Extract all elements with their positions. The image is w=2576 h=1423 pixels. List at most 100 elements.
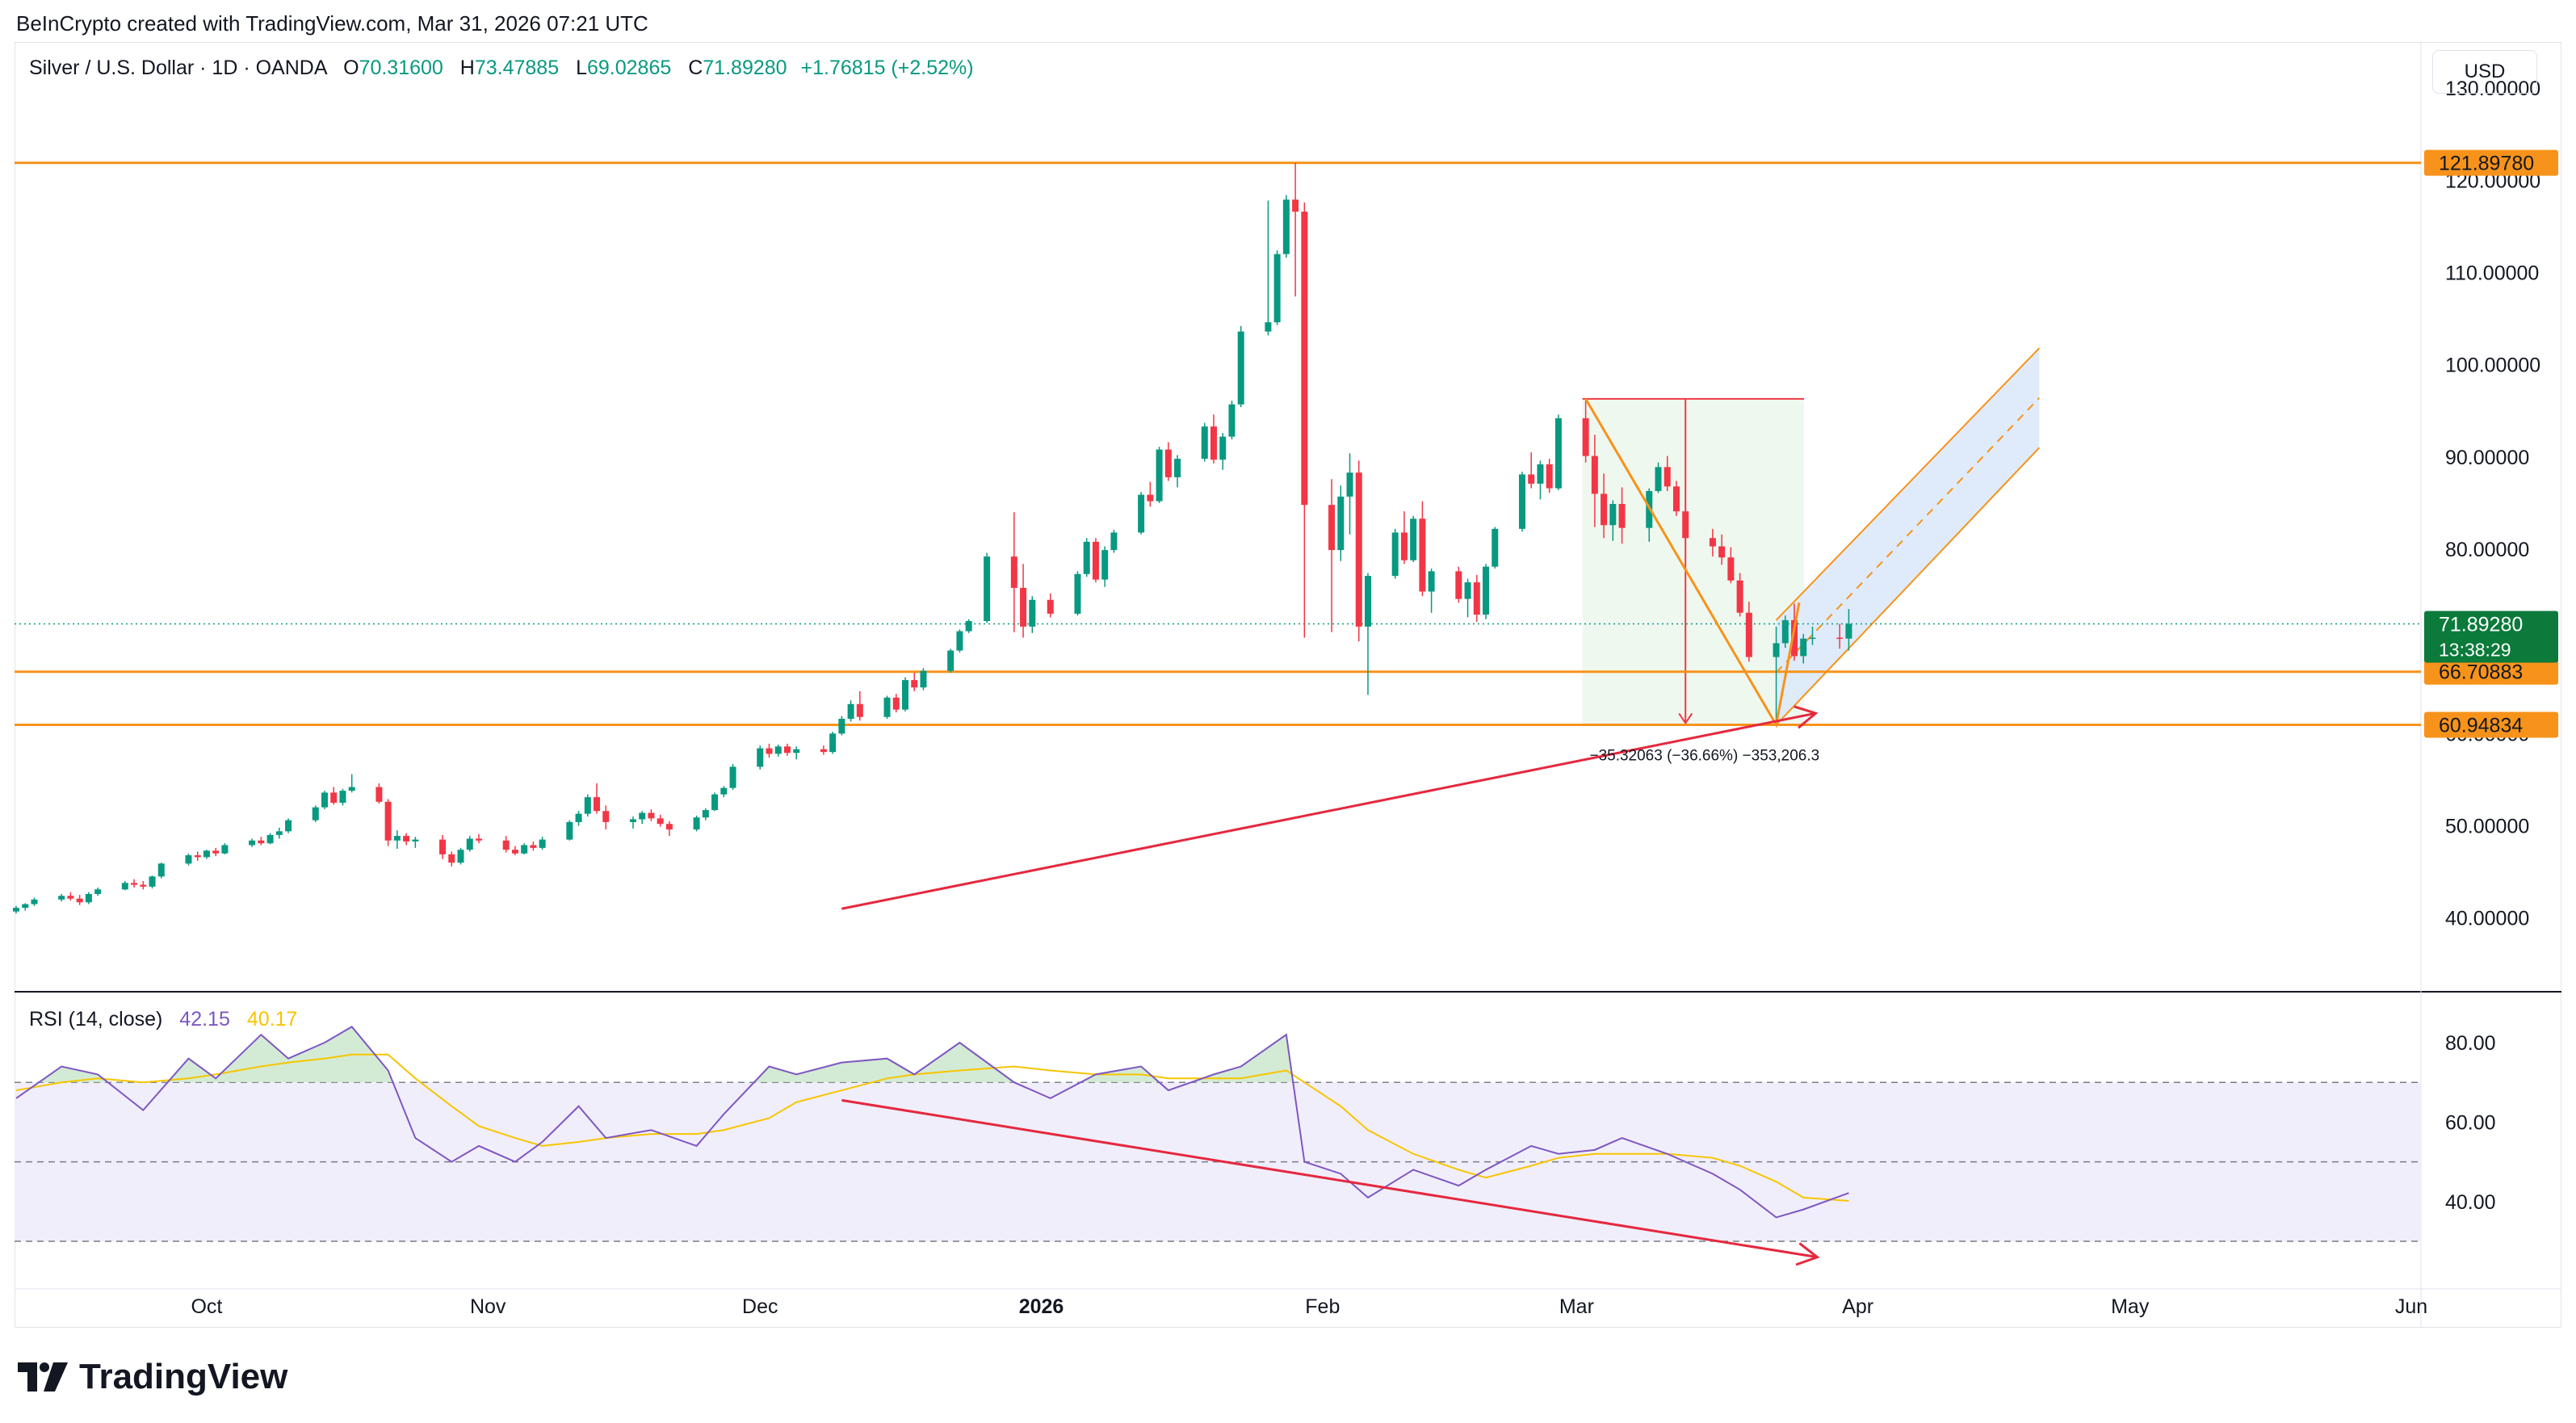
candle-body <box>639 812 646 820</box>
candle-body <box>1282 199 1290 254</box>
candle-body <box>920 670 927 688</box>
level-price-text-1: 66.70883 <box>2439 661 2523 684</box>
candle-body <box>258 840 265 844</box>
candle-body <box>1138 494 1145 533</box>
rsi-ma-value: 40.17 <box>246 1008 298 1031</box>
candle-body <box>185 855 192 864</box>
candle-body <box>911 680 918 688</box>
candle-body <box>194 855 201 858</box>
open-value: 70.31600 <box>359 57 443 79</box>
candle-body <box>1672 486 1680 512</box>
candle-body <box>1428 571 1435 592</box>
time-tick-label: Jun <box>2395 1295 2427 1318</box>
candle-body <box>1010 556 1017 588</box>
candle-body <box>1083 541 1090 574</box>
candle-body <box>1219 436 1227 460</box>
candle-body <box>1836 637 1844 640</box>
candle-body <box>530 845 537 848</box>
candle-body <box>793 749 800 753</box>
candle-body <box>783 746 791 753</box>
candle-body <box>403 836 410 842</box>
candle-body <box>1210 426 1217 460</box>
candle-body <box>58 896 65 900</box>
candle-body <box>157 863 165 877</box>
candle-body <box>1355 472 1362 627</box>
low-label: L <box>576 57 587 79</box>
tradingview-logo[interactable]: TradingView <box>18 1357 287 1397</box>
level-price-text-2: 60.94834 <box>2439 714 2523 737</box>
candle-body <box>1301 212 1308 506</box>
candle-body <box>1346 472 1353 497</box>
candle-body <box>829 733 837 753</box>
channel-mid-line <box>1775 397 2041 674</box>
candle-body <box>1292 199 1299 212</box>
candle-body <box>1101 550 1109 580</box>
candle-body <box>1528 474 1535 484</box>
candle-body <box>1736 580 1743 613</box>
candle-body <box>1537 464 1544 484</box>
rsi-tick-label: 60.00 <box>2445 1111 2496 1134</box>
candle-body <box>76 898 83 903</box>
candle-body <box>1791 619 1798 657</box>
last-price-tag <box>2424 611 2558 663</box>
level-price-tag-0 <box>2424 149 2558 176</box>
candle-body <box>1047 599 1054 614</box>
candle-body <box>1156 449 1163 502</box>
candle-body <box>1591 455 1598 494</box>
candle-body <box>330 792 338 803</box>
candle-body <box>947 650 954 671</box>
price-trend-arrow <box>841 712 1816 910</box>
candle-body <box>448 854 455 863</box>
candle-body <box>85 893 92 903</box>
candle-body <box>275 831 283 835</box>
close-value: 71.89280 <box>703 57 787 79</box>
price-tick-label: 130.00000 <box>2445 78 2540 100</box>
candle-body <box>1400 532 1408 560</box>
candle-body <box>1164 449 1172 477</box>
rsi-value: 42.15 <box>179 1008 230 1031</box>
candle-body <box>131 883 138 885</box>
low-value: 69.02865 <box>586 57 672 79</box>
rsi-tick-label: 80.00 <box>2445 1032 2496 1055</box>
candle-body <box>883 697 891 717</box>
candle-body <box>1174 459 1181 477</box>
level-price-text-0: 121.89780 <box>2439 153 2534 175</box>
candle-body <box>1845 623 1852 639</box>
candle-body <box>212 850 220 854</box>
candle-body <box>566 821 573 840</box>
candle-body <box>375 787 383 802</box>
candle-body <box>1029 599 1036 627</box>
candle-body <box>1228 404 1236 437</box>
candle-body <box>221 845 229 854</box>
candle-body <box>511 850 518 854</box>
candle-body <box>1201 426 1208 460</box>
candle-body <box>657 818 664 825</box>
channel-upper-line <box>1775 347 2041 621</box>
candle-body <box>1554 418 1562 489</box>
time-tick-label: Oct <box>191 1295 222 1318</box>
time-tick-label: Mar <box>1559 1295 1594 1318</box>
candle-body <box>140 884 147 887</box>
time-tick-label: Feb <box>1305 1295 1340 1318</box>
candle-body <box>22 904 29 909</box>
candle-body <box>1809 637 1816 640</box>
candle-body <box>94 889 102 894</box>
candle-body <box>412 839 419 842</box>
rsi-title: RSI (14, close) <box>29 1008 163 1031</box>
level-price-tag-2 <box>2424 712 2558 738</box>
candle-body <box>67 896 74 899</box>
rsi-tick-label: 40.00 <box>2445 1191 2496 1214</box>
candle-body <box>1781 619 1789 644</box>
price-tick-label: 80.00000 <box>2445 539 2529 561</box>
last-price-text: 71.89280 <box>2439 614 2523 636</box>
candle-body <box>475 838 482 841</box>
candle-body <box>1147 494 1154 502</box>
price-tick-label: 110.00000 <box>2445 262 2539 284</box>
candle-body <box>1391 532 1399 577</box>
currency-button[interactable]: USD <box>2432 50 2537 94</box>
close-label: C <box>688 57 703 79</box>
candle-body <box>1328 505 1336 551</box>
v-drawing <box>1584 398 1801 728</box>
candle-body <box>1410 518 1417 560</box>
